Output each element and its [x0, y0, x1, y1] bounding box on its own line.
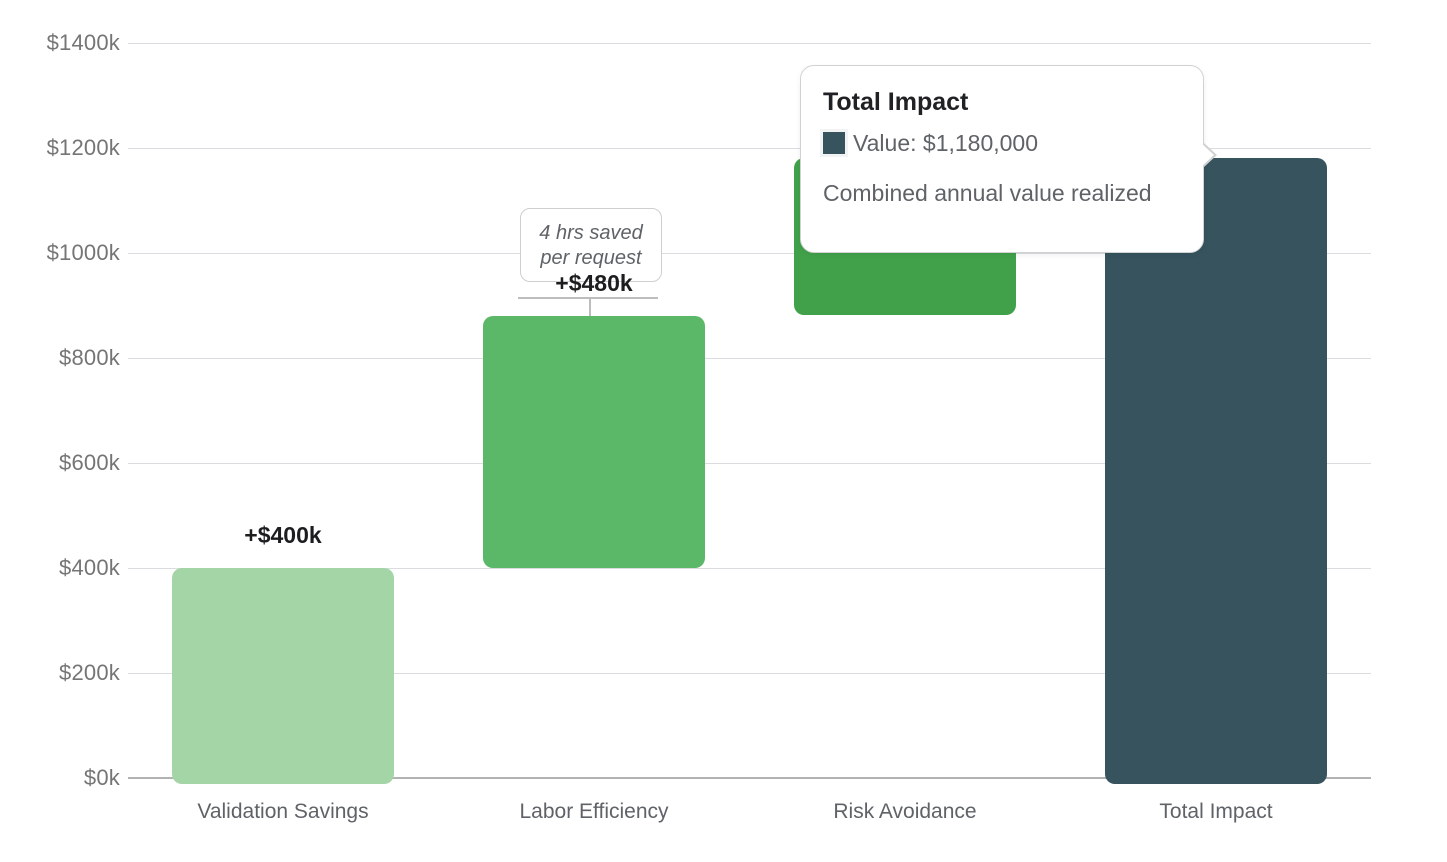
gridline-200k — [128, 673, 1371, 674]
tooltip-arrow-icon — [1201, 143, 1214, 167]
x-axis-label-labor-efficiency: Labor Efficiency — [519, 800, 669, 823]
y-tick-label: $1200k — [46, 135, 120, 160]
tooltip: Total Impact Value: $1,180,000 Combined … — [800, 65, 1217, 253]
x-axis-label-risk-avoidance: Risk Avoidance — [833, 800, 977, 823]
gridline-600k — [128, 463, 1371, 464]
x-axis-label-validation-savings: Validation Savings — [197, 800, 369, 823]
tooltip-value: Value: $1,180,000 — [853, 130, 1039, 156]
y-tick-label: $800k — [59, 345, 120, 370]
tooltip-description: Combined annual value realized — [823, 180, 1152, 206]
bar-total-impact[interactable] — [1105, 158, 1327, 784]
annotation-box: 4 hrs saved per request — [520, 208, 662, 282]
bar-validation-savings[interactable] — [172, 568, 394, 784]
gridline-400k — [128, 568, 1371, 569]
bar-delta-label-labor: +$480k — [555, 270, 633, 296]
gridline-800k — [128, 358, 1371, 359]
tooltip-title: Total Impact — [823, 88, 969, 116]
annotation-line-1: 4 hrs saved — [539, 222, 643, 244]
bar-delta-label-validation: +$400k — [244, 522, 322, 548]
x-axis-label-total-impact: Total Impact — [1159, 800, 1273, 823]
annotation-callout-vertical — [589, 297, 591, 316]
gridline-1000k — [128, 253, 1371, 254]
y-tick-label: $1000k — [46, 240, 120, 265]
y-tick-label: $0k — [83, 765, 120, 790]
y-tick-label: $400k — [59, 555, 120, 580]
series-color-swatch-icon — [823, 132, 845, 154]
bar-labor-efficiency[interactable] — [483, 316, 705, 568]
annotation-callout-horizontal — [518, 297, 658, 299]
gridline-1200k — [128, 148, 1371, 149]
annotation-line-2: per request — [540, 247, 642, 269]
gridline-1400k — [128, 43, 1371, 44]
y-tick-label: $1400k — [46, 30, 120, 55]
tooltip-value-row: Value: $1,180,000 — [823, 130, 1181, 156]
y-tick-label: $600k — [59, 450, 120, 475]
x-axis-line — [128, 777, 1371, 779]
y-tick-label: $200k — [59, 660, 120, 685]
